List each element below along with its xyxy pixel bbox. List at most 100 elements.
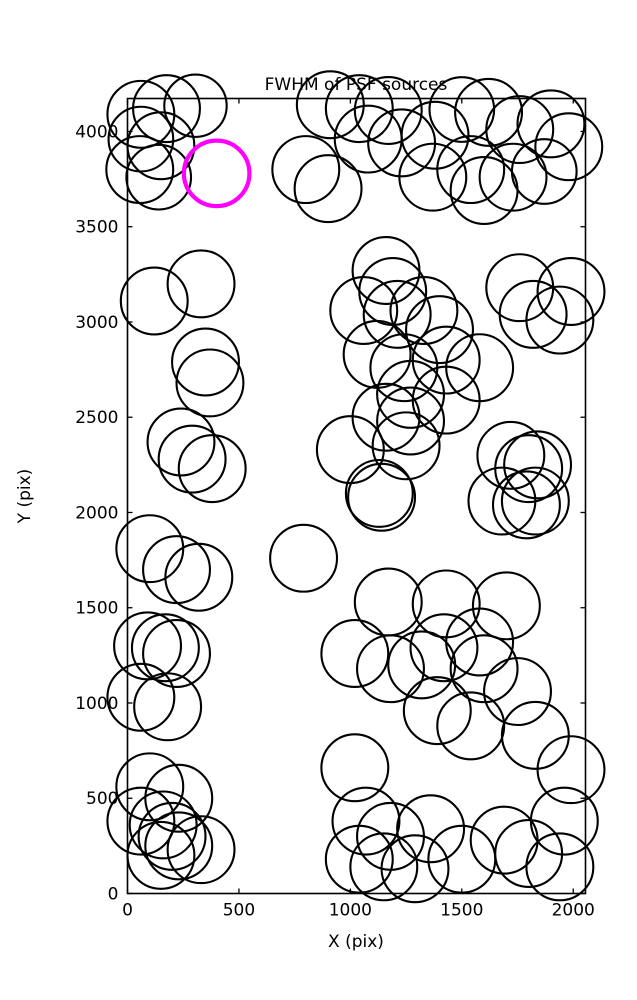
y-tick-label: 2000 bbox=[75, 503, 118, 523]
source-circle bbox=[320, 733, 390, 803]
source-circle bbox=[157, 424, 227, 494]
source-circle bbox=[171, 327, 240, 397]
source-circle bbox=[478, 142, 548, 212]
source-circle bbox=[376, 386, 446, 456]
source-circle bbox=[454, 77, 524, 147]
source-circle bbox=[144, 811, 214, 881]
source-circle bbox=[115, 752, 185, 822]
source-circle bbox=[356, 634, 425, 704]
source-circle bbox=[293, 154, 363, 224]
source-circle bbox=[409, 613, 479, 683]
x-tick-label: 1000 bbox=[329, 901, 372, 921]
source-circle bbox=[449, 156, 519, 225]
y-tick-label: 2500 bbox=[75, 408, 118, 428]
source-circle bbox=[483, 657, 553, 727]
source-circle bbox=[536, 735, 606, 805]
y-axis-label: Y (pix) bbox=[15, 469, 35, 525]
source-circle bbox=[106, 662, 176, 732]
y-tick-label: 0 bbox=[108, 885, 119, 905]
x-tick-label: 0 bbox=[122, 901, 133, 921]
y-axis-ticks: 0 500 1000 1500 2000 2500 3000 3500 4000 bbox=[75, 122, 586, 905]
source-circle bbox=[500, 466, 570, 536]
source-circle bbox=[175, 348, 245, 418]
y-tick-label: 1000 bbox=[75, 694, 118, 714]
source-circle bbox=[467, 466, 537, 536]
source-circle bbox=[389, 276, 459, 346]
plot-frame bbox=[126, 97, 587, 895]
source-circle bbox=[353, 76, 423, 145]
source-circle bbox=[353, 567, 423, 637]
source-circles-layer bbox=[105, 70, 606, 904]
source-circle bbox=[106, 786, 176, 856]
y-tick-label: 3000 bbox=[75, 313, 118, 333]
source-circle bbox=[329, 276, 399, 346]
source-circle bbox=[342, 319, 412, 389]
source-circle bbox=[405, 295, 474, 365]
source-circle bbox=[324, 74, 394, 144]
source-circle bbox=[500, 700, 570, 770]
source-circle bbox=[536, 257, 606, 326]
source-circle bbox=[525, 285, 595, 355]
source-circle bbox=[396, 794, 466, 864]
x-tick-label: 2000 bbox=[552, 901, 595, 921]
source-circle bbox=[398, 142, 468, 212]
source-circle bbox=[491, 470, 561, 540]
source-circle bbox=[387, 630, 457, 700]
source-circle bbox=[351, 382, 421, 452]
source-circle bbox=[534, 112, 604, 182]
source-circle bbox=[516, 89, 586, 159]
source-circle bbox=[344, 458, 414, 528]
source-circle bbox=[351, 236, 421, 306]
source-circle bbox=[498, 279, 568, 349]
source-circle bbox=[449, 634, 519, 704]
source-circle bbox=[269, 523, 339, 593]
source-circle bbox=[295, 70, 365, 140]
source-circle bbox=[320, 618, 390, 688]
source-circle bbox=[347, 462, 417, 532]
source-circle bbox=[380, 834, 450, 904]
source-circle bbox=[476, 420, 546, 490]
source-circle bbox=[166, 815, 236, 885]
source-circle bbox=[358, 257, 428, 326]
source-circle bbox=[271, 135, 341, 205]
source-circle bbox=[445, 607, 515, 677]
source-circle bbox=[471, 571, 541, 641]
source-circle bbox=[166, 249, 236, 319]
source-circle bbox=[125, 143, 193, 211]
source-circle bbox=[510, 138, 578, 205]
source-circle bbox=[529, 786, 599, 856]
source-circle bbox=[503, 430, 573, 500]
source-circle bbox=[144, 763, 214, 833]
source-circle bbox=[164, 542, 234, 612]
source-circle bbox=[376, 359, 446, 429]
source-circle bbox=[133, 672, 203, 742]
selected-source-circle bbox=[181, 138, 252, 209]
source-circle bbox=[411, 365, 481, 435]
source-circle bbox=[349, 832, 419, 902]
source-circle bbox=[146, 407, 216, 477]
source-circle bbox=[485, 95, 555, 165]
source-circle bbox=[324, 824, 394, 894]
source-circle bbox=[142, 618, 212, 688]
x-tick-label: 1500 bbox=[440, 901, 483, 921]
y-tick-label: 4000 bbox=[75, 122, 118, 142]
source-circle bbox=[362, 279, 432, 349]
x-tick-label: 500 bbox=[223, 901, 255, 921]
y-tick-label: 1500 bbox=[75, 599, 118, 619]
source-circle bbox=[130, 613, 200, 683]
y-tick-label: 3500 bbox=[75, 218, 118, 238]
source-circle bbox=[177, 434, 247, 504]
source-circle bbox=[436, 135, 506, 205]
y-tick-label: 500 bbox=[86, 789, 118, 809]
x-axis-ticks: 0 500 1000 1500 2000 bbox=[122, 98, 595, 921]
source-circle bbox=[132, 74, 201, 144]
source-circle bbox=[163, 73, 228, 138]
source-circle bbox=[128, 790, 198, 860]
source-circle bbox=[402, 676, 472, 746]
source-circle bbox=[331, 786, 401, 856]
source-circle bbox=[137, 801, 207, 871]
source-circle bbox=[119, 266, 189, 336]
source-circle bbox=[427, 824, 497, 894]
